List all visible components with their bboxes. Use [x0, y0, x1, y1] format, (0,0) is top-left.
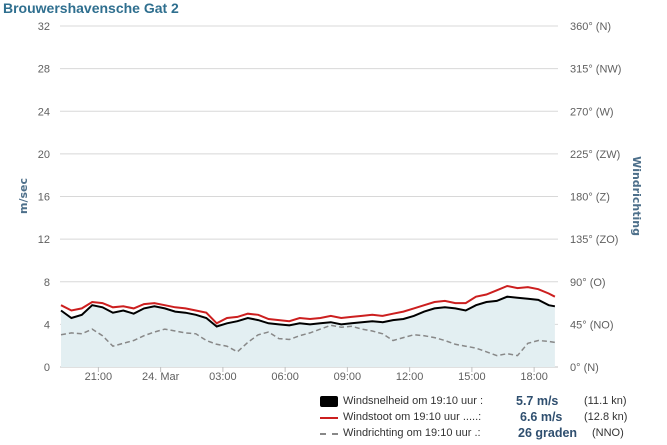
y-tick-left: 0	[44, 362, 50, 374]
y-tick-left: 16	[38, 192, 50, 204]
direction-dash-icon	[320, 433, 338, 435]
y-tick-left: 12	[38, 234, 50, 246]
gust-line-icon	[320, 417, 338, 419]
y-tick-right: 180° (Z)	[570, 192, 610, 204]
x-tick-label: 21:00	[85, 371, 113, 383]
y-tick-left: 20	[38, 149, 50, 161]
chart-title: Brouwershavensche Gat 2	[3, 0, 179, 16]
legend-sub: (NNO)	[592, 427, 624, 439]
area-layer	[61, 296, 555, 367]
y-tick-right: 270° (W)	[570, 106, 614, 118]
speed-swatch-icon	[320, 396, 338, 407]
legend-label: Windsnelheid om 19:10 uur :	[343, 395, 484, 407]
y-tick-right: 0° (N)	[570, 362, 599, 374]
y-tick-right: 135° (ZO)	[570, 234, 618, 246]
y-tick-right: 315° (NW)	[570, 64, 621, 76]
y-tick-right: 360° (N)	[570, 21, 611, 33]
legend-sub: (11.1 kn)	[584, 395, 627, 407]
legend-value: 26 graden	[518, 426, 578, 440]
speed-line	[60, 295, 556, 328]
tick-layer: 0 4 8 12 16 20 24 28 32 0° (N) 45° (NO) 90° (O) 135°…	[38, 21, 622, 383]
gust-line	[60, 284, 556, 325]
speed-area	[61, 296, 555, 367]
x-tick-label: 24. Mar	[142, 371, 180, 383]
y-tick-right: 225° (ZW)	[570, 149, 620, 161]
legend-value: 5.7 m/s	[516, 394, 559, 408]
y-tick-right: 90° (O)	[570, 277, 606, 289]
legend-value: 6.6 m/s	[520, 410, 563, 424]
legend-label: Windstoot om 19:10 uur .....:	[343, 411, 482, 423]
wind-chart: 0 4 8 12 16 20 24 28 32 0° (N) 45° (NO) 90° (O) 135°…	[17, 21, 643, 383]
x-tick-label: 18:00	[520, 371, 548, 383]
x-tick-label: 09:00	[334, 371, 362, 383]
y-tick-right: 45° (NO)	[570, 319, 614, 331]
x-tick-label: 03:00	[209, 371, 237, 383]
legend-sub: (12.8 kn)	[584, 411, 628, 423]
y-tick-left: 4	[44, 319, 50, 331]
y-axis-left-title: m/sec	[17, 178, 30, 214]
line-layer	[60, 284, 556, 357]
y-tick-left: 28	[38, 64, 50, 76]
x-tick-label: 06:00	[271, 371, 299, 383]
y-tick-left: 32	[38, 21, 50, 33]
y-tick-left: 24	[38, 106, 50, 118]
direction-line	[60, 324, 556, 357]
legend-label: Windrichting om 19:10 uur .:	[343, 427, 481, 439]
x-tick-label: 15:00	[458, 371, 486, 383]
y-axis-right-title: Windrichting	[630, 156, 643, 236]
y-tick-left: 8	[44, 277, 50, 289]
x-tick-label: 12:00	[396, 371, 424, 383]
